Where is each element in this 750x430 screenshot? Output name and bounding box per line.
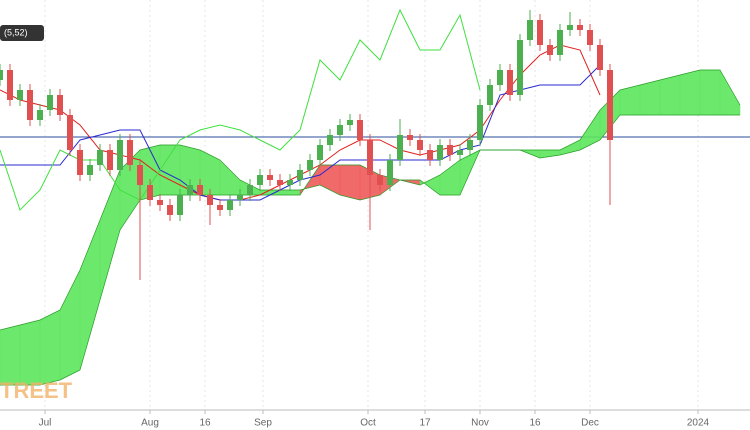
candle-body — [367, 140, 373, 175]
candle-body — [117, 140, 123, 170]
candle-body — [387, 160, 393, 185]
candle-body — [467, 140, 473, 150]
legend-label: (5,52) — [4, 27, 28, 37]
x-axis: Jul Aug 16 Sep Oct 17 Nov 16 Dec 2024 — [0, 409, 750, 429]
candle-body — [317, 145, 323, 160]
candle-body — [537, 20, 543, 45]
candle-body — [427, 150, 433, 160]
watermark: TREET — [0, 378, 73, 403]
cloud-segment — [159, 144, 181, 196]
candle-body — [87, 165, 93, 175]
candle-body — [407, 135, 413, 140]
candle-body — [27, 90, 33, 120]
cloud-segment — [699, 69, 721, 116]
candle-body — [597, 45, 603, 70]
candle-body — [477, 105, 483, 140]
candle-body — [497, 70, 503, 85]
candle-body — [607, 70, 613, 140]
candle-body — [377, 175, 383, 185]
candle-body — [267, 175, 273, 180]
candle-body — [17, 90, 23, 100]
candle-body — [287, 180, 293, 185]
candle-body — [217, 205, 223, 210]
candle-body — [517, 40, 523, 95]
candle-body — [307, 160, 313, 170]
legend-box — [0, 25, 44, 41]
candle-body — [337, 125, 343, 135]
candle-body — [587, 30, 593, 45]
candle-body — [247, 185, 253, 195]
candle-body — [47, 95, 53, 110]
candle-body — [557, 30, 563, 55]
candle-body — [167, 205, 173, 215]
candles — [0, 10, 613, 280]
cloud-segment — [39, 309, 61, 386]
x-tick-label: 17 — [419, 418, 431, 429]
cloud-segment — [639, 79, 661, 116]
x-tick-label: 16 — [199, 418, 211, 429]
cloud-segment — [19, 319, 41, 386]
candle-body — [227, 200, 233, 210]
candle-body — [257, 175, 263, 185]
candle-body — [107, 150, 113, 170]
candle-body — [157, 200, 163, 205]
candle-body — [567, 25, 573, 30]
candle-body — [127, 140, 133, 165]
candle-body — [447, 145, 453, 155]
candle-body — [417, 140, 423, 150]
candle-body — [177, 195, 183, 215]
cloud — [0, 69, 741, 386]
candle-body — [487, 85, 493, 105]
cloud-segment — [339, 164, 361, 201]
x-tick-label: Aug — [141, 418, 159, 429]
candle-body — [297, 170, 303, 180]
grid — [0, 0, 750, 410]
candle-body — [507, 70, 513, 95]
cloud-segment — [679, 69, 701, 116]
candle-body — [57, 95, 63, 115]
candle-body — [137, 165, 143, 185]
candle-body — [37, 110, 43, 120]
candle-body — [527, 20, 533, 40]
candle-body — [237, 195, 243, 200]
candle-body — [207, 195, 213, 205]
cloud-segment — [0, 324, 21, 386]
candle-body — [577, 25, 583, 30]
x-tick-label: Dec — [581, 418, 599, 429]
x-tick-label: Nov — [471, 418, 489, 429]
candle-body — [187, 185, 193, 195]
x-tick-label: Oct — [360, 418, 376, 429]
candle-body — [437, 145, 443, 160]
cloud-segment — [659, 74, 681, 116]
candle-body — [97, 150, 103, 165]
candle-body — [327, 135, 333, 145]
candle-body — [357, 120, 363, 140]
candle-body — [0, 70, 3, 80]
candle-body — [547, 45, 553, 55]
candle-body — [277, 180, 283, 185]
x-tick-label: 16 — [529, 418, 541, 429]
x-tick-label: Sep — [254, 418, 272, 429]
candle-body — [347, 120, 353, 125]
candle-body — [197, 185, 203, 195]
candle-body — [397, 135, 403, 160]
x-tick-label: 2024 — [687, 418, 710, 429]
candle-body — [457, 150, 463, 155]
candle-body — [67, 115, 73, 150]
candle-body — [7, 70, 13, 100]
candle-body — [77, 150, 83, 175]
cloud-segment — [259, 189, 281, 196]
x-tick-label: Jul — [39, 418, 52, 429]
candle-body — [147, 185, 153, 200]
